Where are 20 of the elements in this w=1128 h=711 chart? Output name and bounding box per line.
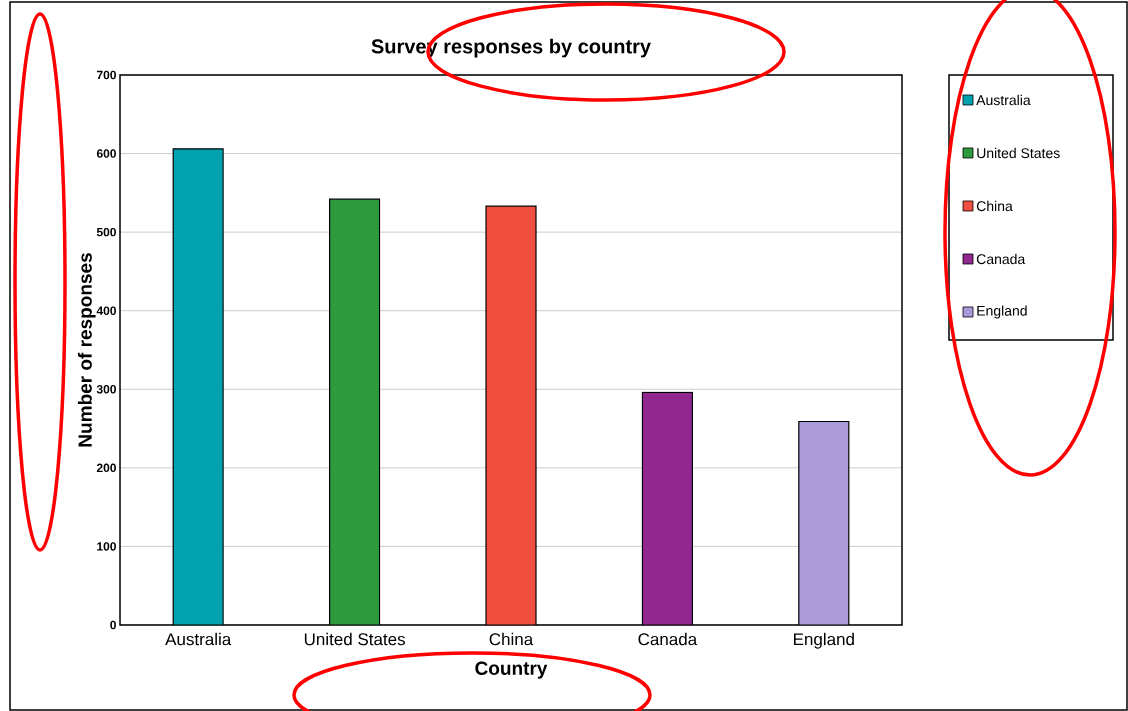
legend-label: United States: [977, 147, 1060, 159]
y-tick-label: 100: [97, 542, 116, 551]
legend-label: Canada: [976, 253, 1026, 265]
y-tick-label: 200: [96, 463, 116, 473]
x-tick-label: Canada: [638, 632, 698, 646]
x-tick-label: England: [794, 632, 854, 649]
x-tick-label: United States: [304, 632, 405, 646]
x-axis-title: Country: [475, 661, 548, 679]
y-tick-label: 0: [110, 620, 116, 630]
y-tick-label: 500: [96, 227, 116, 237]
y-tick-label: 300: [96, 385, 116, 394]
legend-label: China: [976, 200, 1013, 212]
legend-label: Australia: [976, 94, 1031, 106]
y-axis-title: Number of responses: [77, 253, 96, 447]
y-tick-label: 400: [96, 306, 116, 315]
y-tick-label: 700: [96, 70, 116, 80]
x-tick-label: Australia: [165, 632, 232, 646]
y-tick-label: 600: [96, 149, 116, 158]
x-tick-label: China: [489, 632, 534, 646]
legend-label: England: [977, 305, 1027, 319]
